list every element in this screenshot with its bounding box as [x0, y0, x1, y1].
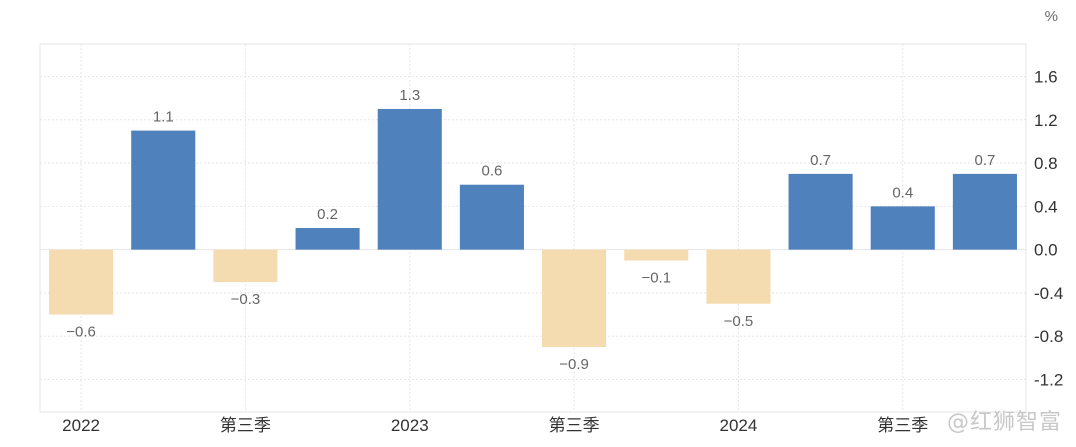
- bar: [542, 249, 607, 348]
- y-tick-label: 0.0: [1034, 241, 1058, 260]
- y-tick-label: -1.2: [1034, 371, 1063, 390]
- y-tick-label: -0.4: [1034, 284, 1063, 303]
- y-axis-unit-label: %: [1044, 8, 1058, 25]
- data-label: 0.7: [974, 152, 995, 169]
- data-label: −0.9: [559, 356, 589, 373]
- bar: [295, 228, 360, 250]
- x-tick-label: 第三季: [877, 416, 928, 435]
- bar: [624, 249, 689, 261]
- data-label: 1.3: [399, 87, 420, 104]
- x-tick-label: 第三季: [220, 416, 271, 435]
- y-tick-label: 1.2: [1034, 111, 1058, 130]
- data-label: 1.1: [153, 109, 174, 126]
- watermark: @红狮智富: [946, 410, 1062, 435]
- bar: [131, 130, 196, 250]
- x-tick-label: 2024: [720, 416, 758, 435]
- y-tick-label: 0.4: [1034, 197, 1058, 216]
- x-tick-label: 2023: [391, 416, 429, 435]
- plot-frame: [39, 43, 1027, 413]
- bar: [870, 206, 935, 250]
- bar: [952, 173, 1017, 250]
- data-label: 0.6: [481, 163, 502, 180]
- data-label: −0.5: [724, 313, 754, 330]
- data-label: −0.1: [641, 269, 671, 286]
- bar: [788, 173, 853, 250]
- bar: [706, 249, 771, 304]
- data-label: −0.6: [66, 324, 96, 341]
- y-tick-label: -0.8: [1034, 327, 1063, 346]
- x-tick-label: 第三季: [549, 416, 600, 435]
- y-tick-label: 0.8: [1034, 154, 1058, 173]
- bar: [459, 184, 524, 250]
- data-label: 0.4: [892, 184, 913, 201]
- data-label: 0.2: [317, 206, 338, 223]
- bar: [49, 249, 114, 315]
- y-tick-label: 1.6: [1034, 67, 1058, 86]
- data-label: 0.7: [810, 152, 831, 169]
- x-tick-label: 2022: [62, 416, 100, 435]
- data-label: −0.3: [231, 291, 261, 308]
- bar: [213, 249, 278, 283]
- bar: [377, 108, 442, 250]
